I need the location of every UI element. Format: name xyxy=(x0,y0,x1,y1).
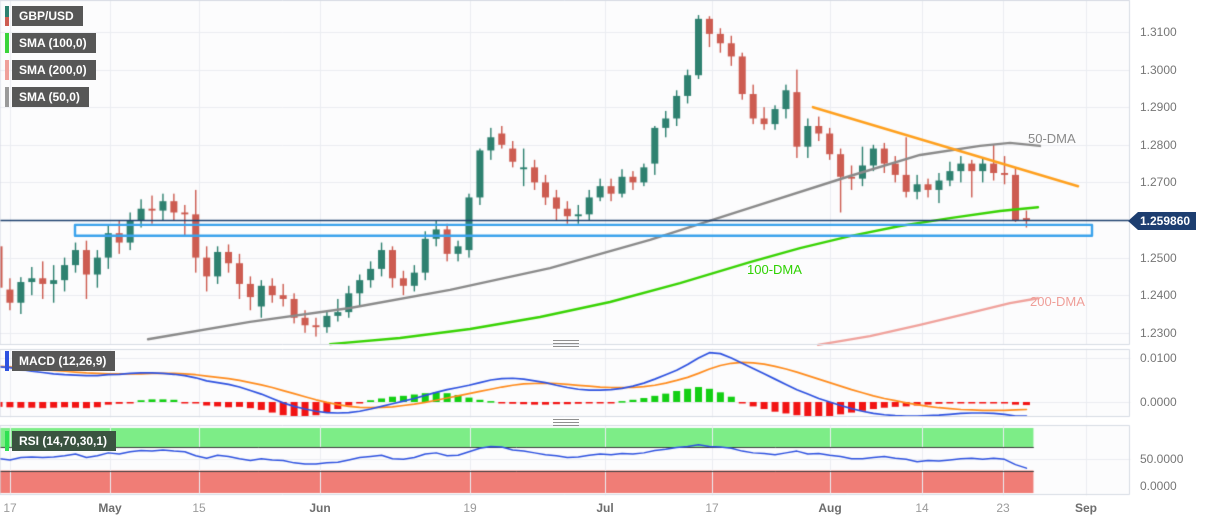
macd-indicator-legend[interactable]: MACD (12,26,9) xyxy=(5,351,116,371)
rsi-axis-label: 0.0000 xyxy=(1140,479,1177,493)
legend-label: GBP/USD xyxy=(12,6,83,26)
time-axis-label: 23 xyxy=(996,501,1010,515)
legend-label: RSI (14,70,30,1) xyxy=(12,431,117,451)
legend-color-icon xyxy=(5,33,9,53)
price-axis-label: 1.3100 xyxy=(1140,25,1177,39)
price-axis-label: 1.2500 xyxy=(1140,250,1177,265)
legend-label: SMA (100,0) xyxy=(12,33,96,53)
price-axis-label: 1.2700 xyxy=(1140,175,1177,190)
macd-axis-label: 0.0000 xyxy=(1140,395,1177,409)
price-axis-label: 1.2800 xyxy=(1140,137,1177,152)
rsi-axis-label: 50.0000 xyxy=(1140,451,1184,466)
time-axis-label: 17 xyxy=(705,501,719,515)
legend-color-icon xyxy=(5,60,9,80)
price-axis-label: 1.2900 xyxy=(1140,100,1177,115)
rsi-panel-resize-handle[interactable] xyxy=(553,417,579,426)
legend-color-icon xyxy=(5,351,9,371)
time-axis-label: 19 xyxy=(463,501,477,515)
current-price-tag: 1.259860 xyxy=(1128,212,1197,230)
rsi-indicator-legend[interactable]: RSI (14,70,30,1) xyxy=(5,431,117,451)
sma50-annotation: 50-DMA xyxy=(1028,131,1076,146)
legend-color-icon xyxy=(5,6,9,26)
sma200-annotation: 200-DMA xyxy=(1030,294,1085,309)
time-axis-label: May xyxy=(98,501,122,515)
price-axis-label: 1.2300 xyxy=(1140,325,1177,340)
price-axis-label: 1.2400 xyxy=(1140,288,1177,303)
time-axis-label: Jul xyxy=(596,501,614,515)
macd-panel-resize-handle[interactable] xyxy=(553,338,579,347)
time-axis-label: Jun xyxy=(309,501,331,515)
symbol-legend[interactable]: GBP/USD xyxy=(5,6,83,26)
price-axis-label: 1.3000 xyxy=(1140,62,1177,77)
legend-label: MACD (12,26,9) xyxy=(12,351,116,371)
sma100-legend[interactable]: SMA (100,0) xyxy=(5,33,96,53)
time-axis-label: Aug xyxy=(818,501,842,515)
legend-label: SMA (200,0) xyxy=(12,60,96,80)
legend-label: SMA (50,0) xyxy=(12,87,89,107)
legend-color-icon xyxy=(5,431,9,451)
legend-color-icon xyxy=(5,87,9,107)
macd-axis-label: 0.0100 xyxy=(1140,351,1177,365)
time-axis-label: 15 xyxy=(192,501,206,515)
sma100-annotation: 100-DMA xyxy=(747,262,802,277)
time-axis-label: Sep xyxy=(1074,501,1098,515)
time-axis-label: 14 xyxy=(915,501,929,515)
sma200-legend[interactable]: SMA (200,0) xyxy=(5,60,96,80)
sma50-legend[interactable]: SMA (50,0) xyxy=(5,87,89,107)
time-axis-label: 17 xyxy=(3,501,17,515)
